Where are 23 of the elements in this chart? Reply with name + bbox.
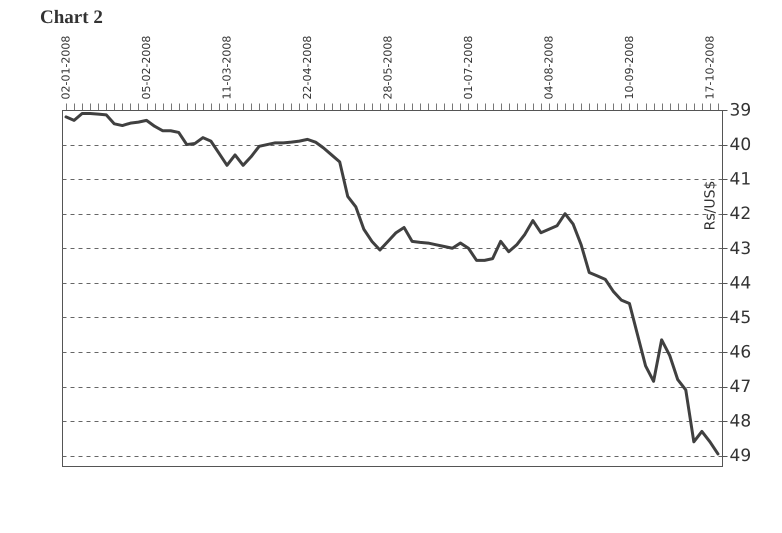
y2-tick-label: 40 <box>730 135 752 156</box>
x-tick-label: 17-10-2008 <box>703 36 716 100</box>
y2-tick-label: 41 <box>730 170 752 190</box>
y2-tick-label: 48 <box>730 412 752 432</box>
x-tick-label: 28-05-2008 <box>381 36 394 100</box>
x-tick-label: 11-03-2008 <box>220 36 234 100</box>
y2-axis-title: Rs/US$ <box>702 180 718 230</box>
x-tick-label: 22-04-2008 <box>300 36 314 100</box>
x-tick-label: 10-09-2008 <box>622 36 636 100</box>
y2-tick-label: 44 <box>730 273 752 294</box>
y2-tick-label: 45 <box>730 308 752 328</box>
y2-tick-label: 42 <box>730 204 752 224</box>
chart-title: Chart 2 <box>40 7 103 28</box>
x-tick-label: 01-07-2008 <box>462 36 475 100</box>
y2-tick-label: 43 <box>730 238 752 259</box>
y2-tick-label: 39 <box>730 100 752 120</box>
x-tick-label: 05-02-2008 <box>140 36 154 100</box>
y2-tick-label: 46 <box>730 342 752 362</box>
y2-tick-label: 47 <box>730 377 752 398</box>
x-tick-label: 02-01-2008 <box>60 36 73 100</box>
x-tick-label: 04-08-2008 <box>542 36 556 100</box>
line-series <box>64 112 720 456</box>
y2-tick-label: 49 <box>730 446 752 466</box>
